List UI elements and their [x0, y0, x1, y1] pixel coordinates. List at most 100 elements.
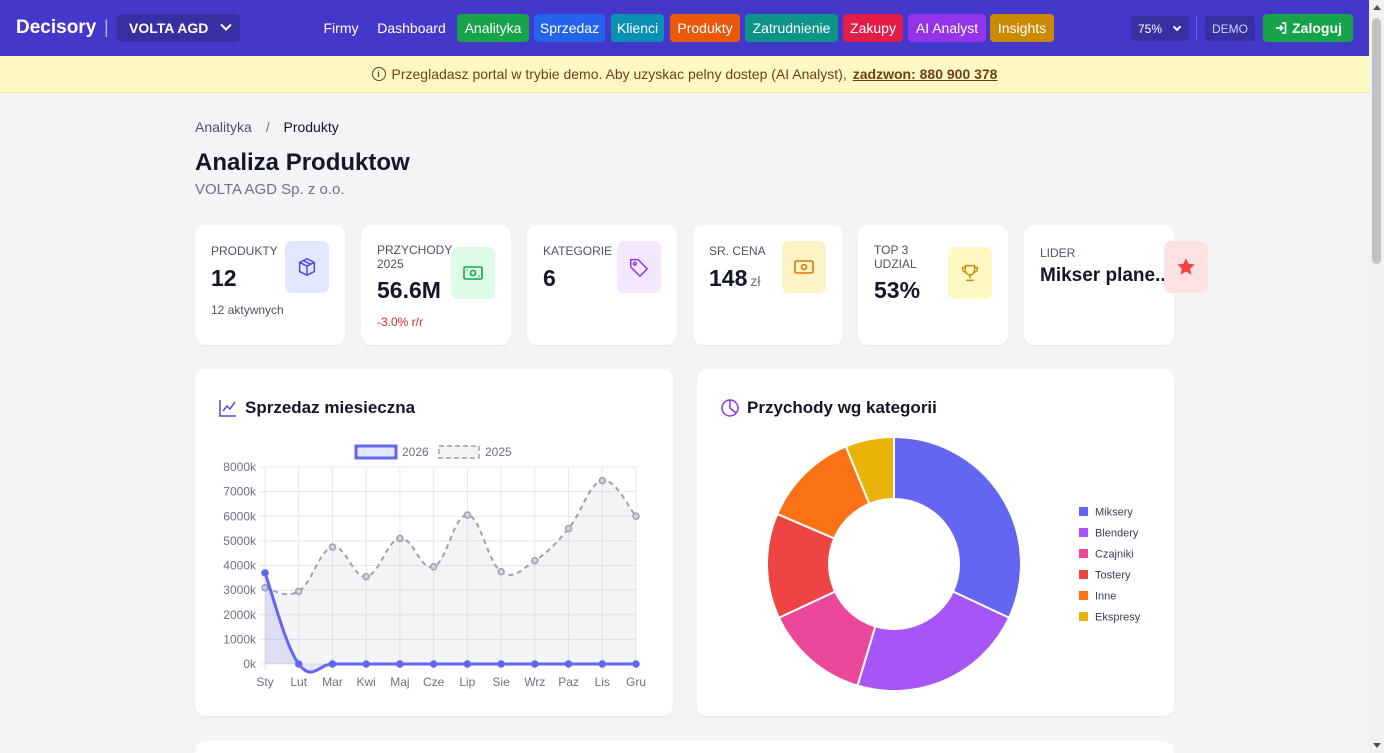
- chevron-down-icon: [220, 19, 232, 31]
- nav-ai-analyst[interactable]: AI Analyst: [908, 14, 986, 42]
- kpi-change: -3.0% r/r: [377, 315, 424, 329]
- x-tick-label: Wrz: [524, 675, 545, 689]
- line-chart-icon: [219, 400, 236, 417]
- breadcrumb-current: Produkty: [283, 119, 339, 135]
- kpi-label: TOP 3 UDZIAL: [874, 243, 917, 271]
- top-navbar: Decisory | VOLTA AGD Firmy Dashboard Ana…: [0, 0, 1369, 56]
- kpi-value: 12: [211, 265, 237, 291]
- x-tick-label: Gru: [626, 675, 646, 689]
- x-tick-label: Sty: [256, 675, 273, 689]
- y-tick-label: 0k: [243, 657, 257, 671]
- data-point-2026: [632, 660, 640, 668]
- data-point-2026: [261, 569, 269, 577]
- kpi-card-kategorie: KATEGORIE 6: [527, 225, 677, 345]
- series-area-2025: [265, 480, 636, 664]
- banner-phone-link[interactable]: zadzwon: 880 900 378: [852, 66, 998, 82]
- legend-label: 2025: [485, 445, 512, 459]
- login-icon: [1276, 22, 1287, 34]
- page-title: Analiza Produktow: [195, 149, 410, 176]
- kpi-value: 6: [543, 265, 556, 291]
- x-tick-label: Maj: [390, 675, 409, 689]
- company-selector[interactable]: VOLTA AGD: [117, 14, 240, 42]
- x-tick-label: Lip: [459, 675, 475, 689]
- kpi-value: 56.6M: [377, 277, 441, 303]
- trophy-icon: [948, 247, 992, 299]
- brand-separator: |: [104, 17, 109, 37]
- demo-banner: i Przegladasz portal w trybie demo. Aby …: [0, 56, 1369, 93]
- data-point-2026: [328, 660, 337, 668]
- data-point-2025: [362, 572, 370, 581]
- nav-produkty[interactable]: Produkty: [670, 14, 740, 42]
- y-tick-label: 1000k: [223, 632, 257, 646]
- card-title: Przychody wg kategorii: [747, 398, 937, 417]
- zoom-value: 75%: [1138, 21, 1163, 36]
- y-tick-label: 7000k: [223, 485, 257, 499]
- data-point-2026: [396, 660, 404, 668]
- kpi-label: SR. CENA: [709, 244, 766, 258]
- next-card-partial: [195, 741, 1174, 753]
- nav-sprzedaz[interactable]: Sprzedaz: [534, 14, 605, 42]
- nav-zakupy[interactable]: Zakupy: [843, 14, 903, 42]
- money-icon: [451, 247, 495, 299]
- slice-ekspresy: [844, 435, 895, 506]
- nav-klienci[interactable]: Klienci: [611, 14, 664, 42]
- legend-label-tostery: Tostery: [1095, 570, 1131, 582]
- sales-chart-card: Sprzedaz miesieczna 0k 1000k 2000k 3000k 400…: [195, 369, 673, 716]
- breadcrumb: Analityka / Produkty: [195, 119, 339, 135]
- legend-swatch-ekspresy: [1079, 612, 1088, 621]
- star-icon: [1164, 241, 1208, 293]
- nav-dashboard[interactable]: Dashboard: [377, 20, 446, 36]
- data-point-2026: [598, 660, 607, 668]
- x-tick-label: Cze: [423, 675, 445, 689]
- kpi-sub: 12 aktywnych: [211, 303, 284, 317]
- kpi-unit: zł: [750, 273, 761, 289]
- kpi-label: KATEGORIE: [543, 244, 613, 258]
- data-point-2026: [497, 660, 505, 668]
- data-point-2025: [463, 511, 472, 519]
- breadcrumb-parent[interactable]: Analityka: [195, 119, 252, 135]
- kpi-value: Mikser plane...: [1040, 265, 1164, 286]
- brand-logo[interactable]: Decisory: [16, 17, 97, 38]
- data-point-2025: [564, 524, 573, 533]
- slice-blendery: [856, 590, 1011, 692]
- kpi-card-lider: LIDER Mikser plane...: [1024, 225, 1208, 345]
- x-tick-label: Sie: [492, 675, 510, 689]
- kpi-card-top3: TOP 3 UDZIAL 53%: [858, 225, 1008, 345]
- nav-insights[interactable]: Insights: [990, 14, 1054, 42]
- tag-icon: [617, 241, 661, 293]
- card-title: Sprzedaz miesieczna: [245, 398, 416, 417]
- cash-icon: [782, 241, 826, 293]
- kpi-value: 148 zł: [709, 265, 761, 292]
- scroll-thumb[interactable]: [1372, 18, 1381, 264]
- legend-swatch-czajniki: [1079, 549, 1088, 558]
- data-point-2025: [328, 543, 337, 551]
- nav-analityka[interactable]: Analityka: [457, 14, 529, 42]
- data-point-2025: [598, 476, 607, 485]
- y-tick-label: 5000k: [223, 534, 257, 548]
- nav-zatrudnienie[interactable]: Zatrudnienie: [745, 14, 838, 42]
- chevron-down-icon: [1172, 22, 1182, 32]
- login-button[interactable]: Zaloguj: [1263, 14, 1353, 42]
- x-tick-label: Kwi: [357, 675, 376, 689]
- data-point-2026: [531, 660, 539, 668]
- nav-firmy[interactable]: Firmy: [323, 20, 359, 36]
- data-point-2026: [564, 660, 573, 668]
- page-scrollbar[interactable]: [1369, 0, 1384, 753]
- company-name: VOLTA AGD: [129, 20, 209, 36]
- zoom-select[interactable]: 75%: [1131, 16, 1189, 41]
- scroll-down-arrow-icon[interactable]: [1373, 743, 1381, 748]
- legend-swatch-2026: [354, 444, 398, 460]
- y-tick-label: 6000k: [223, 509, 257, 523]
- data-point-2025: [632, 512, 640, 520]
- category-donut-chart: Miksery Blendery Czajniki Tostery Inne Ekspre…: [766, 435, 1141, 692]
- x-tick-label: Lis: [595, 675, 610, 689]
- legend-label-miksery: Miksery: [1095, 507, 1133, 519]
- login-label: Zaloguj: [1292, 20, 1342, 36]
- kpi-card-cena: SR. CENA 148 zł: [693, 225, 843, 345]
- y-tick-label: 3000k: [223, 583, 257, 597]
- legend-label: 2026: [402, 445, 429, 459]
- legend-swatch-tostery: [1079, 570, 1088, 579]
- data-point-2026: [294, 660, 303, 668]
- data-point-2025: [497, 567, 505, 576]
- scroll-up-arrow-icon[interactable]: [1373, 5, 1381, 10]
